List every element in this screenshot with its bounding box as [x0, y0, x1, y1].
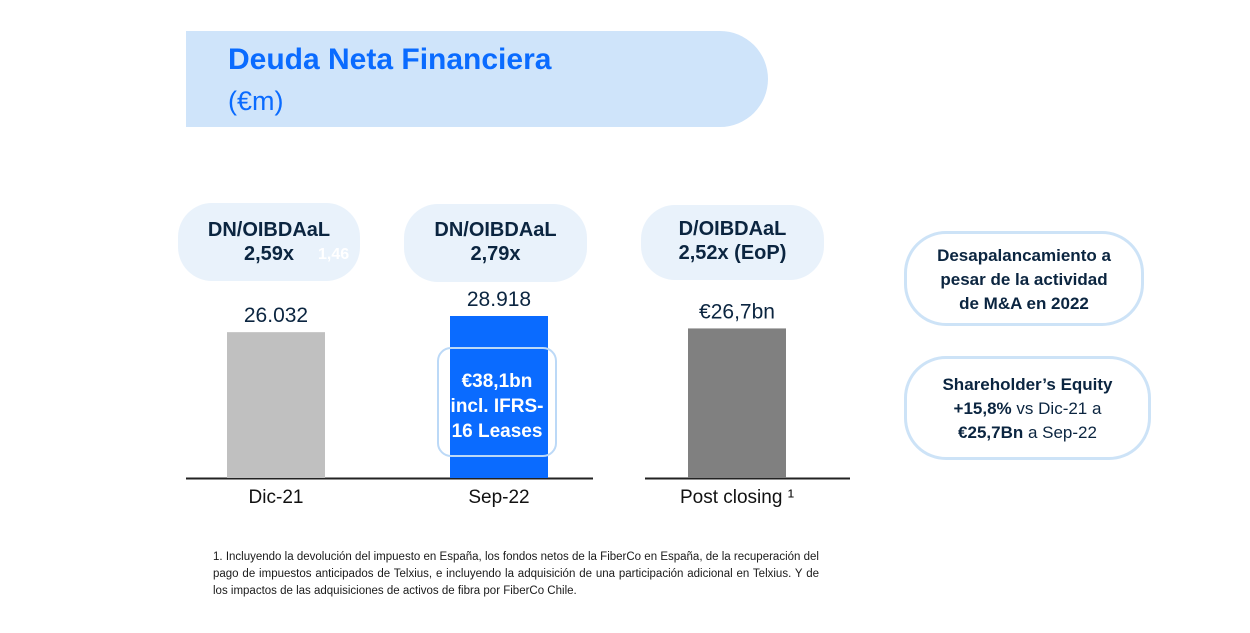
- equity-box: Shareholder’s Equity +15,8% vs Dic-21 a …: [904, 356, 1151, 460]
- ratio-pill-post-closing: D/OIBDAaL 2,52x (EoP): [641, 205, 824, 280]
- ratio-pill-value: 2,52x (EoP): [678, 242, 787, 264]
- category-label: Sep-22: [468, 487, 529, 508]
- ratio-pill-value: 2,59x: [243, 243, 295, 265]
- equity-amount: €25,7Bn a Sep-22: [907, 421, 1148, 445]
- ratio-pill-label: D/OIBDAaL: [678, 218, 787, 240]
- data-label: 28.918: [467, 288, 531, 311]
- deleveraging-line: Desapalancamiento a: [937, 246, 1111, 265]
- ifrs-annotation-line: 16 Leases: [451, 421, 543, 442]
- bar: [688, 328, 786, 478]
- deleveraging-line: pesar de la actividad: [940, 270, 1108, 289]
- ratio-pill-value: 2,79x: [470, 243, 521, 265]
- ifrs-annotation-line: incl. IFRS-: [450, 396, 544, 417]
- deleveraging-line: de M&A en 2022: [959, 294, 1089, 313]
- ratio-pill-sep22: DN/OIBDAaL 2,79x: [404, 204, 587, 282]
- chart-unit: (€m): [228, 86, 284, 116]
- footnote: 1. Incluyendo la devolución del impuesto…: [213, 551, 819, 597]
- equity-change: +15,8% vs Dic-21 a: [907, 397, 1148, 421]
- title-banner: Deuda Neta Financiera (€m): [186, 31, 768, 127]
- category-label: Post closing ¹: [680, 487, 794, 508]
- bar: [450, 316, 548, 478]
- equity-amount-value: €25,7Bn: [958, 423, 1024, 442]
- deleveraging-box: Desapalancamiento a pesar de la activida…: [904, 231, 1144, 326]
- equity-amount-text: a Sep-22: [1023, 423, 1097, 442]
- ifrs-annotation-line: €38,1bn: [461, 371, 533, 392]
- ratio-pill-label: DN/OIBDAaL: [207, 219, 331, 241]
- equity-heading: Shareholder’s Equity: [942, 375, 1113, 394]
- data-label: 26.032: [244, 304, 308, 327]
- data-label: €26,7bn: [699, 300, 775, 323]
- ratio-pill-dic21: DN/OIBDAaL 2,59x: [178, 203, 360, 281]
- equity-change-text: vs Dic-21 a: [1011, 399, 1102, 418]
- ghost-text: 1,46: [318, 246, 350, 263]
- bar: [227, 332, 325, 478]
- ifrs-annotation-box: €38,1bn incl. IFRS- 16 Leases: [437, 347, 557, 457]
- equity-change-value: +15,8%: [953, 399, 1012, 418]
- category-label: Dic-21: [249, 487, 304, 508]
- chart-title: Deuda Neta Financiera: [228, 43, 552, 76]
- ratio-pill-label: DN/OIBDAaL: [434, 219, 557, 241]
